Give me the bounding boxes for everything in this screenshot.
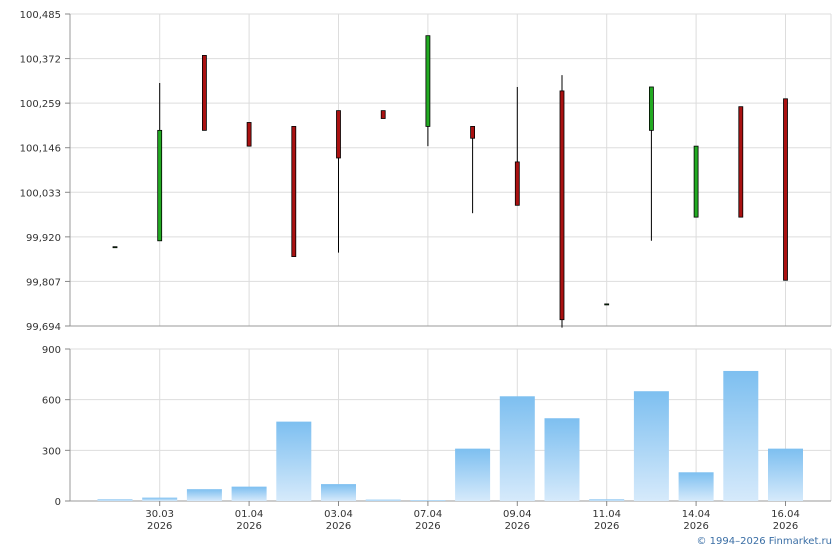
candle-body xyxy=(380,110,386,119)
price-y-tick-label: 100,146 xyxy=(20,144,61,155)
candle-body xyxy=(649,86,654,131)
volume-bar xyxy=(186,489,222,501)
price-y-tick-label: 100,033 xyxy=(20,188,61,199)
volume-bar xyxy=(678,472,714,501)
candle-body xyxy=(201,55,207,131)
x-tick-date: 14.04 xyxy=(682,509,711,520)
copyright-credit: © 1994–2026 Finmarket.ru xyxy=(696,536,832,547)
price-y-tick-label: 99,920 xyxy=(26,233,61,244)
price-y-tick-label: 99,807 xyxy=(26,277,61,288)
x-tick-date: 07.04 xyxy=(414,509,443,520)
x-tick-year: 2026 xyxy=(326,521,351,532)
volume-y-tick-label: 600 xyxy=(42,396,61,407)
candle-body xyxy=(112,246,118,249)
candle-body xyxy=(604,303,610,306)
candle-body xyxy=(157,129,163,242)
x-tick-date: 09.04 xyxy=(503,509,532,520)
volume-bar xyxy=(410,500,446,501)
x-tick-year: 2026 xyxy=(505,521,530,532)
x-tick-year: 2026 xyxy=(683,521,708,532)
x-tick-date: 11.04 xyxy=(592,509,621,520)
x-tick-date: 30.03 xyxy=(145,509,174,520)
volume-bar xyxy=(723,370,759,501)
volume-bar xyxy=(276,421,312,501)
x-tick-year: 2026 xyxy=(236,521,261,532)
candle-body xyxy=(514,161,520,206)
x-tick-year: 2026 xyxy=(147,521,172,532)
candle-body xyxy=(336,110,341,159)
candle-body xyxy=(783,98,788,281)
candle-body xyxy=(559,90,565,321)
candle-body xyxy=(470,126,476,139)
date-x-axis: 30.03202601.04202603.04202607.04202609.0… xyxy=(145,501,800,532)
x-tick-date: 01.04 xyxy=(235,509,264,520)
candle-body xyxy=(738,106,744,218)
volume-bar xyxy=(365,499,401,501)
price-y-tick-label: 99,694 xyxy=(26,322,61,333)
x-tick-year: 2026 xyxy=(415,521,440,532)
price-grid xyxy=(69,13,832,327)
candlestick-series xyxy=(112,35,788,328)
volume-bar-series xyxy=(97,370,803,501)
x-tick-date: 03.04 xyxy=(324,509,353,520)
volume-bar xyxy=(499,396,535,501)
volume-y-tick-label: 300 xyxy=(42,446,61,457)
volume-bar xyxy=(97,499,133,501)
x-tick-year: 2026 xyxy=(773,521,798,532)
volume-bar xyxy=(633,391,669,501)
candle-body xyxy=(425,35,431,127)
price-y-tick-label: 100,259 xyxy=(20,99,61,110)
candle-body xyxy=(291,126,297,257)
volume-bar xyxy=(142,497,178,501)
volume-y-tick-label: 900 xyxy=(42,345,61,356)
candle-body xyxy=(246,122,252,147)
volume-bar xyxy=(321,484,356,501)
price-y-axis: 100,485 100,372 100,259 100,146 100,033 99,92… xyxy=(20,10,70,333)
price-y-tick-label: 100,372 xyxy=(20,55,61,66)
candle-body xyxy=(693,145,699,218)
price-y-tick-label: 100,485 xyxy=(20,10,61,21)
volume-y-axis: 900 600 300 0 xyxy=(42,345,70,508)
volume-bar xyxy=(455,448,491,501)
volume-y-tick-label: 0 xyxy=(55,497,61,508)
volume-bar xyxy=(589,499,625,501)
volume-bar xyxy=(544,418,580,501)
volume-bar xyxy=(768,448,803,501)
x-tick-year: 2026 xyxy=(594,521,619,532)
volume-bar xyxy=(231,486,267,501)
volume-grid xyxy=(69,348,832,502)
x-tick-date: 16.04 xyxy=(771,509,800,520)
